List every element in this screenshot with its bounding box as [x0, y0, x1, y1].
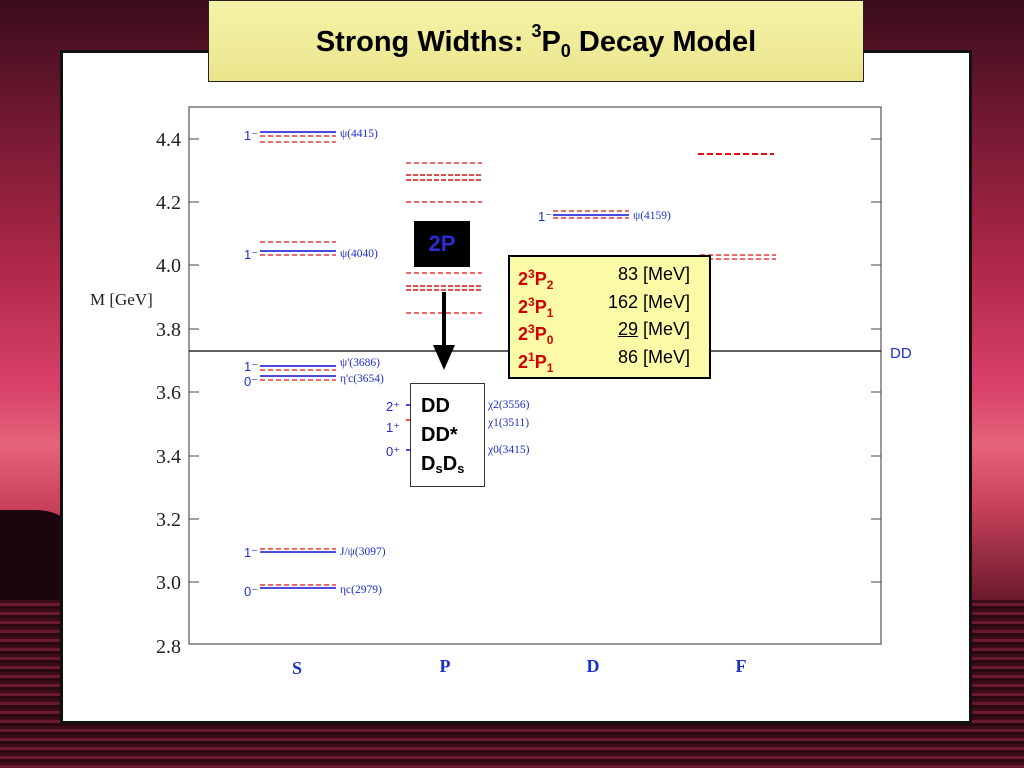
width-value: 29: [617, 319, 638, 339]
state-name: ψ(4040): [340, 248, 378, 260]
p-wave-state-names: χ2(3556) χ1(3511) χ0(3415): [487, 399, 530, 456]
state-name: η'c(3654): [340, 373, 384, 385]
d-wave-levels: [553, 210, 629, 219]
jp-label: 1⁻: [244, 359, 258, 374]
label-2p-box: 2P: [414, 221, 470, 267]
width-value: 83: [617, 264, 638, 284]
jp-label: 0⁺: [386, 444, 400, 459]
jp-label: 1⁻: [538, 209, 552, 224]
p-wave-levels: [406, 162, 482, 451]
p-wave-jp-labels: 2⁺ 1⁺ 0⁺: [386, 399, 400, 459]
y-tick-labels: 4.4 4.2 4.0 3.8 3.6 3.4 3.2 3.0 2.8: [156, 129, 181, 658]
width-value: 86: [617, 346, 638, 367]
state-name: χ2(3556): [487, 399, 530, 411]
decay-arrow-head: [433, 345, 455, 370]
y-tick-label: 3.6: [156, 382, 181, 404]
y-tick-label: 3.8: [156, 319, 181, 341]
jp-label: 0⁻: [244, 374, 258, 389]
width-value: 162: [607, 291, 638, 312]
state-name: χ1(3511): [487, 417, 529, 429]
channel-dd: DD: [421, 395, 450, 417]
width-row: 23P1 162 [MeV]: [518, 289, 709, 320]
s-wave-state-names: ψ(4415) ψ(4040) ψ'(3686) η'c(3654) J/ψ(3…: [340, 128, 386, 596]
channel-ddstar: DD*: [421, 424, 458, 446]
state-name: ψ(4159): [633, 210, 671, 222]
x-label-p: P: [440, 656, 451, 676]
figure-panel: [60, 50, 972, 724]
x-label-f: F: [736, 656, 747, 676]
y-tick-label: 4.0: [156, 255, 181, 277]
slide-title: Strong Widths: 3P0 Decay Model: [315, 20, 757, 61]
dd-threshold-label: DD: [890, 345, 912, 362]
decay-channels-box: DD DD* DsDs: [410, 383, 485, 487]
jp-label: 1⁻: [244, 128, 258, 143]
y-tick-label: 4.4: [156, 129, 181, 151]
jp-label: 0⁻: [244, 584, 258, 599]
x-axis-labels: S P D F: [292, 656, 747, 678]
width-row: 23P2 83 [MeV]: [518, 261, 709, 292]
width-row: 21P1 86 [MeV]: [518, 344, 709, 375]
f-wave-levels: [698, 153, 776, 260]
widths-table: 23P2 83 [MeV] 23P1 162 [MeV] 23P0 29 [Me…: [508, 255, 711, 379]
y-tick-label: 3.0: [156, 572, 181, 594]
y-tick-label: 3.4: [156, 446, 181, 468]
width-row: 23P0 29 [MeV]: [518, 319, 691, 347]
y-tick-label: 4.2: [156, 192, 181, 214]
jp-label: 2⁺: [386, 399, 400, 414]
state-name: ψ(4415): [340, 128, 378, 140]
y-axis-label: M [GeV]: [90, 290, 153, 309]
s-wave-jp-labels: 1⁻ 1⁻ 1⁻ 0⁻ 1⁻ 0⁻: [244, 128, 258, 599]
jp-label: 1⁻: [244, 247, 258, 262]
x-label-d: D: [587, 656, 600, 676]
y-tick-label: 3.2: [156, 509, 181, 531]
state-name: J/ψ(3097): [340, 546, 386, 558]
y-tick-marks: [189, 138, 881, 583]
state-name: ηc(2979): [340, 584, 382, 596]
state-name: ψ'(3686): [340, 357, 380, 369]
jp-label: 1⁻: [244, 545, 258, 560]
y-tick-label: 2.8: [156, 636, 181, 658]
jp-label: 1⁺: [386, 420, 400, 435]
state-name: χ0(3415): [487, 444, 530, 456]
plot-frame: [188, 106, 882, 645]
x-label-s: S: [292, 658, 302, 678]
s-wave-levels: [260, 131, 336, 589]
title-banner: Strong Widths: 3P0 Decay Model: [208, 0, 864, 82]
channel-dsds: DsDs: [421, 453, 465, 476]
